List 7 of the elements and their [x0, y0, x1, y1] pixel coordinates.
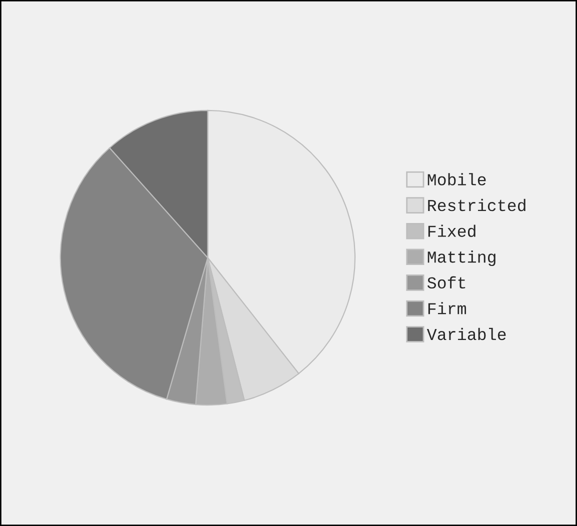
legend-label: Mobile [428, 173, 486, 186]
legend-label: Variable [426, 328, 506, 340]
legend-label: Restricted [428, 198, 526, 212]
legend-label: Firm [428, 302, 466, 314]
legend-label: Fixed [428, 224, 476, 238]
legend-label: Soft [427, 276, 466, 289]
legend-label: Matting [428, 250, 496, 266]
